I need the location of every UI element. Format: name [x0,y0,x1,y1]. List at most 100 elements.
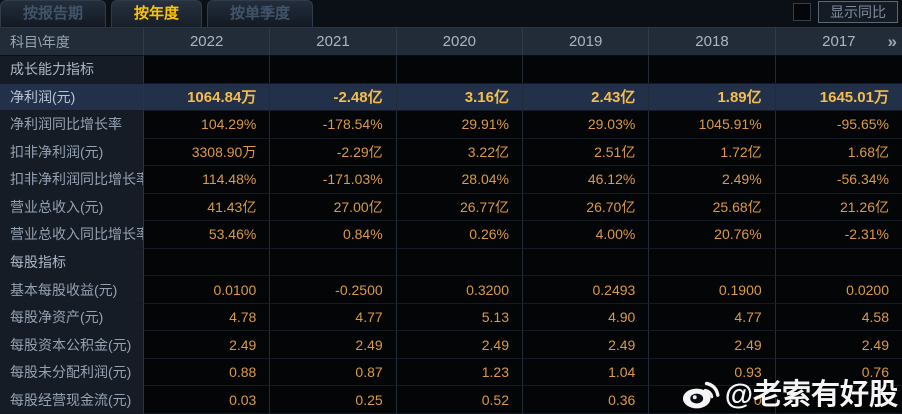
table-value-cell: 1.89亿 [649,83,776,112]
row-label-cell: 营业总收入(元) [0,193,144,222]
table-value-cell: 1.04 [523,358,650,387]
table-value-cell: -2.48亿 [270,83,397,112]
table-value-cell: 0.88 [144,358,271,387]
table-value-cell: 2.49% [649,166,776,194]
table-value-cell: 2.49 [649,331,776,359]
table-value-cell: 0.1900 [649,276,776,304]
period-tab-bar: 按报告期 按年度 按单季度 显示同比 [0,0,902,28]
table-value-cell: 4.00% [523,221,650,249]
table-value-cell: 2.49 [775,331,902,359]
table-value-cell: -0.2500 [270,276,397,304]
table-value-cell: 4.77 [649,303,776,332]
row-label-cell: 每股未分配利润(元) [0,358,144,387]
table-value-cell: 0.0200 [775,276,902,304]
table-value-cell [144,56,271,84]
row-label-cell: 每股资本公积金(元) [0,331,144,359]
table-value-cell: 1.23 [396,358,523,387]
table-value-cell: 0.36 [523,386,650,414]
table-value-cell: 1.68亿 [775,138,902,167]
table-value-cell: -2.31% [775,221,902,249]
tab-single-quarter[interactable]: 按单季度 [207,0,314,27]
section-header-cell: 每股指标 [0,248,144,277]
table-value-cell: 20.76% [649,221,776,249]
row-label-cell: 每股经营现金流(元) [0,386,144,414]
table-value-cell: 4.77 [270,303,397,332]
tab-annual[interactable]: 按年度 [111,0,203,27]
table-value-cell: 26.77亿 [396,193,523,222]
table-value-cell: 0.26% [396,221,523,249]
table-value-cell: 0.87 [270,358,397,387]
table-value-cell: 53.46% [144,221,271,249]
table-value-cell [775,248,902,277]
table-value-cell: 5.13 [396,303,523,332]
section-header-cell: 成长能力指标 [0,56,144,84]
table-value-cell: 1645.01万 [775,83,902,112]
table-value-cell: -171.03% [270,166,397,194]
table-value-cell: -95.65% [775,111,902,139]
year-column-header-2018: 2018 [649,28,776,56]
financial-table: 科目\年度 2022 2021 2020 2019 2018 2017» 成长能力指标 净利润(… [0,28,902,414]
table-value-cell: 4.78 [144,303,271,332]
table-value-cell: 0.03 [144,386,271,414]
year-column-header-2019: 2019 [523,28,650,56]
year-column-header-2022: 2022 [144,28,271,56]
table-value-cell: 41.43亿 [144,193,271,222]
row-label-cell: 扣非净利润(元) [0,138,144,167]
tab-bar-right-controls: 显示同比 [793,1,902,27]
table-value-cell [523,56,650,84]
table-value-cell: -56.34% [775,166,902,194]
row-label-cell: 净利润同比增长率 [0,111,144,139]
table-value-cell: 2.49 [396,331,523,359]
table-value-cell: 0.76 [775,358,902,387]
table-value-cell: -2.29亿 [270,138,397,167]
table-value-cell: 1045.91% [649,111,776,139]
table-value-cell: 0.0100 [144,276,271,304]
table-value-cell: 0.93 [649,358,776,387]
row-label-cell: 营业总收入同比增长率 [0,221,144,249]
table-value-cell: 28.04% [396,166,523,194]
table-value-cell: 0.84% [270,221,397,249]
table-value-cell: 4.90 [523,303,650,332]
table-value-cell [649,56,776,84]
row-label-cell: 扣非净利润同比增长率 [0,166,144,194]
row-label-cell: 每股净资产(元) [0,303,144,332]
table-value-cell [270,248,397,277]
table-value-cell: 21.26亿 [775,193,902,222]
table-value-cell: 3.16亿 [396,83,523,112]
table-value-cell: 2.49 [144,331,271,359]
table-value-cell: 2.51亿 [523,138,650,167]
show-yoy-checkbox[interactable] [793,3,811,21]
table-value-cell: 0.3200 [396,276,523,304]
table-value-cell: 0.52 [396,386,523,414]
table-value-cell: 26.70亿 [523,193,650,222]
more-years-chevron-icon[interactable]: » [887,31,898,51]
tab-report-period[interactable]: 按报告期 [0,0,107,27]
show-yoy-button[interactable]: 显示同比 [818,1,898,23]
corner-header-cell: 科目\年度 [0,28,144,56]
table-value-cell: 0.2493 [523,276,650,304]
table-value-cell: 1.72亿 [649,138,776,167]
table-value-cell: 104.29% [144,111,271,139]
table-value-cell [775,56,902,84]
table-value-cell [396,56,523,84]
table-value-cell: 27.00亿 [270,193,397,222]
year-column-header-2021: 2021 [270,28,397,56]
table-value-cell: 1064.84万 [144,83,271,112]
table-value-cell [649,248,776,277]
table-value-cell: 46.12% [523,166,650,194]
table-value-cell: 29.91% [396,111,523,139]
row-label-cell: 净利润(元) [0,83,144,112]
table-value-cell: 2.49 [270,331,397,359]
year-column-header-2017: 2017» [775,28,902,56]
table-value-cell [270,56,397,84]
table-value-cell: 0 [649,386,776,414]
table-value-cell: 0.25 [270,386,397,414]
table-value-cell [523,248,650,277]
table-value-cell [775,386,902,414]
table-value-cell: 4.58 [775,303,902,332]
table-value-cell: 2.43亿 [523,83,650,112]
table-value-cell: 2.49 [523,331,650,359]
table-value-cell: 3.22亿 [396,138,523,167]
year-column-header-2020: 2020 [396,28,523,56]
